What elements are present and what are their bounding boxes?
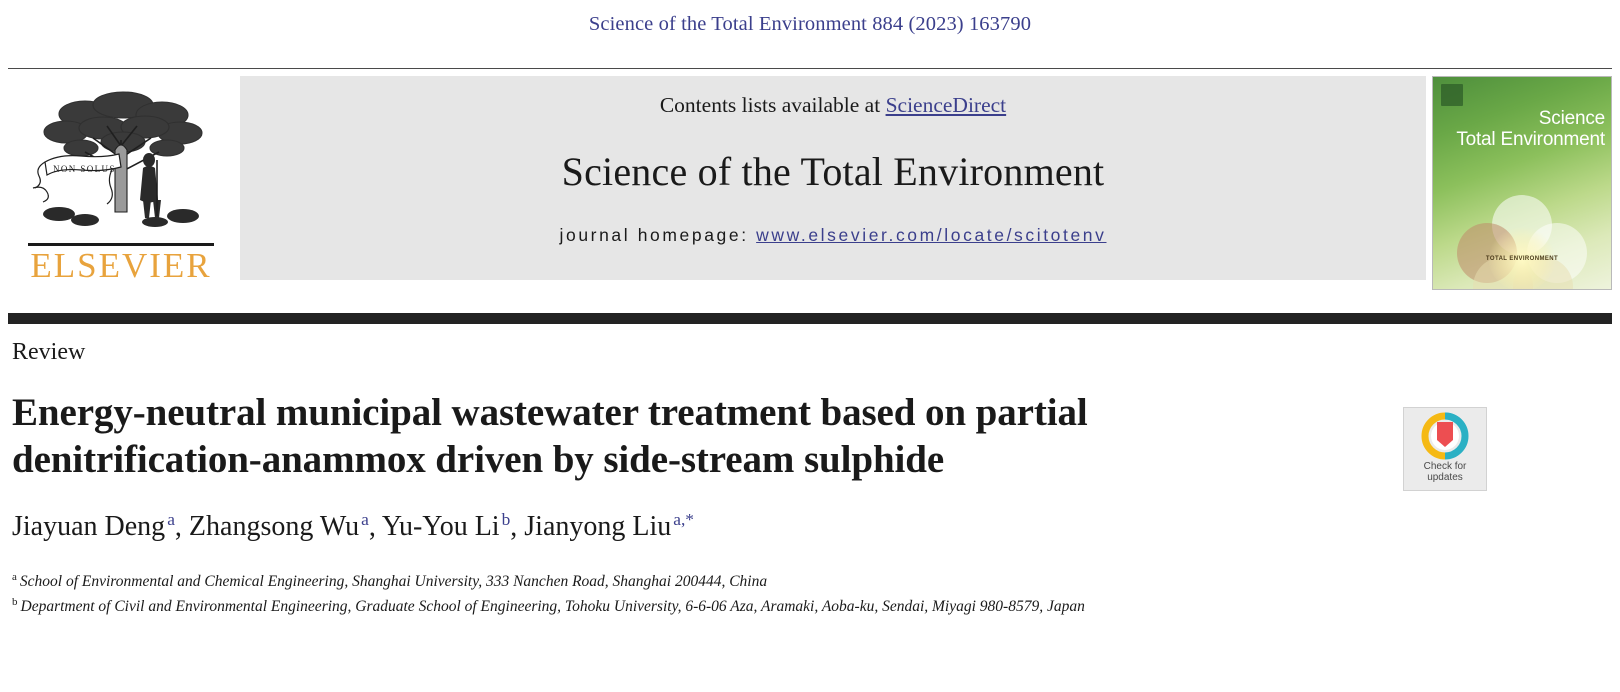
journal-homepage-link[interactable]: www.elsevier.com/locate/scitotenv xyxy=(756,225,1107,245)
journal-homepage-line: journal homepage: www.elsevier.com/locat… xyxy=(240,225,1426,246)
affiliation-text: Department of Civil and Environmental En… xyxy=(20,597,1085,615)
author-name: Jiayuan Deng xyxy=(12,511,166,543)
crossmark-logo-icon xyxy=(1421,412,1469,460)
journal-masthead: NON SOLUS ELSEVIER Contents lists availa… xyxy=(8,76,1612,292)
author-affiliation-mark[interactable]: a,* xyxy=(673,510,694,530)
contents-list-line: Contents lists available at ScienceDirec… xyxy=(240,76,1426,118)
affiliation-item: b Department of Civil and Environmental E… xyxy=(12,594,1608,618)
article-header: Review Energy-neutral municipal wastewat… xyxy=(12,338,1608,618)
author-entry[interactable]: Jiayuan Deng a xyxy=(12,510,175,543)
crossmark-label: Check for updates xyxy=(1424,461,1467,483)
author-entry[interactable]: Zhangsong Wu a xyxy=(188,510,369,543)
journal-title: Science of the Total Environment xyxy=(561,149,1105,194)
author-affiliation-mark[interactable]: b xyxy=(501,510,511,530)
article-type-label: Review xyxy=(12,339,86,365)
journal-banner: Contents lists available at ScienceDirec… xyxy=(240,76,1426,280)
crossmark-badge[interactable]: Check for updates xyxy=(1403,407,1487,491)
contents-list-prefix: Contents lists available at xyxy=(659,93,886,117)
journal-homepage-label: journal homepage: xyxy=(559,225,757,245)
elsevier-logo-rule xyxy=(28,243,214,246)
cover-title-line3: Total Environment xyxy=(1456,128,1605,150)
article-title-line2: denitrification-anammox driven by side-s… xyxy=(12,438,945,482)
author-name: Yu-You Li xyxy=(381,511,500,543)
cover-title-line1: Science xyxy=(1538,108,1605,129)
article-title: Energy-neutral municipal wastewater trea… xyxy=(12,389,1182,484)
author-list: Jiayuan Deng a, Zhangsong Wu a, Yu-You Li b… xyxy=(12,510,1608,543)
sciencedirect-link[interactable]: ScienceDirect xyxy=(885,93,1007,117)
author-entry[interactable]: Yu-You Li b xyxy=(381,510,511,543)
elsevier-tree-icon: NON SOLUS xyxy=(23,80,219,240)
journal-cover-thumbnail: Science Total Environment TOTAL ENVIRONM… xyxy=(1432,76,1612,290)
affiliation-text: School of Environmental and Chemical Eng… xyxy=(19,573,768,591)
section-divider xyxy=(8,313,1612,324)
article-title-line1: Energy-neutral municipal wastewater trea… xyxy=(12,390,1088,434)
elsevier-logo: NON SOLUS ELSEVIER xyxy=(8,76,234,292)
author-name: Jianyong Liu xyxy=(524,511,672,543)
cover-flower-diagram: TOTAL ENVIRONMENT xyxy=(1457,195,1587,289)
affiliation-list: a School of Environmental and Chemical En… xyxy=(12,569,1608,618)
author-separator: , xyxy=(368,511,382,543)
affiliation-mark: b xyxy=(12,595,18,608)
svg-text:NON SOLUS: NON SOLUS xyxy=(53,164,116,174)
author-affiliation-mark[interactable]: a xyxy=(361,510,369,530)
cover-elsevier-mark-icon xyxy=(1441,84,1463,106)
cover-title: Science Total Environment xyxy=(1433,108,1605,150)
crossmark-line1: Check for xyxy=(1423,461,1467,472)
header-divider xyxy=(8,68,1612,69)
crossmark-line2: updates xyxy=(1427,472,1463,484)
svg-text:TOTAL ENVIRONMENT: TOTAL ENVIRONMENT xyxy=(1486,256,1558,262)
running-head: Science of the Total Environment 884 (20… xyxy=(588,13,1032,35)
affiliation-item: a School of Environmental and Chemical En… xyxy=(12,569,1608,593)
author-affiliation-mark[interactable]: a xyxy=(167,510,175,530)
affiliation-mark: a xyxy=(12,571,17,584)
author-separator: , xyxy=(510,511,525,543)
elsevier-wordmark: ELSEVIER xyxy=(30,246,212,285)
author-entry[interactable]: Jianyong Liu a,* xyxy=(524,510,694,543)
author-separator: , xyxy=(174,511,189,543)
author-name: Zhangsong Wu xyxy=(188,511,360,543)
